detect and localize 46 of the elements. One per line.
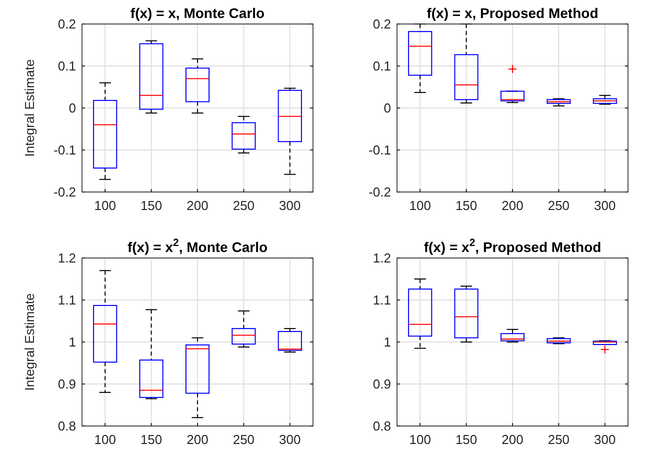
y-tick-label: 1 <box>68 334 76 350</box>
y-axis-title: Integral Estimate <box>22 59 37 157</box>
y-tick-label: -0.2 <box>54 184 76 200</box>
x-tick-label: 150 <box>455 198 478 213</box>
chart-title: f(x) = x, Proposed Method <box>426 5 598 21</box>
x-tick-label: 100 <box>94 432 116 447</box>
x-tick-label: 200 <box>186 432 208 447</box>
x-tick-label: 300 <box>279 432 301 447</box>
y-tick-label: 0.9 <box>372 376 391 392</box>
y-axis-title: Integral Estimate <box>22 293 37 391</box>
y-tick-label: 0.2 <box>58 16 76 32</box>
y-tick-label: 0.8 <box>58 418 76 434</box>
x-tick-label: 300 <box>594 432 616 447</box>
x-tick-label: 200 <box>502 432 524 447</box>
y-tick-label: 0 <box>68 100 76 116</box>
x-tick-label: 250 <box>548 198 570 213</box>
y-tick-label: 1.2 <box>58 250 76 266</box>
y-tick-label: -0.1 <box>54 142 76 158</box>
x-tick-label: 100 <box>409 198 431 213</box>
y-tick-label: 0.2 <box>372 16 391 32</box>
x-tick-label: 150 <box>140 198 162 213</box>
x-tick-label: 150 <box>455 432 478 447</box>
chart-title: f(x) = x, Monte Carlo <box>130 5 265 21</box>
y-tick-label: 0 <box>384 100 391 116</box>
x-tick-label: 100 <box>409 432 431 447</box>
x-tick-label: 250 <box>548 432 570 447</box>
y-tick-label: 0.1 <box>58 58 76 74</box>
chart-title: f(x) = x$^{2}$, Monte Carlo <box>127 237 268 255</box>
x-tick-label: 200 <box>502 198 524 213</box>
y-tick-label: -0.1 <box>368 142 391 158</box>
x-tick-label: 300 <box>279 198 301 213</box>
y-tick-label: 0.1 <box>372 58 391 74</box>
x-tick-label: 250 <box>232 432 255 447</box>
y-tick-label: -0.2 <box>368 184 391 200</box>
y-tick-label: 1.2 <box>372 250 391 266</box>
y-tick-label: 0.8 <box>372 418 391 434</box>
y-tick-label: 1 <box>384 334 391 350</box>
x-tick-label: 300 <box>594 198 616 213</box>
chart-title: f(x) = x$^{2}$, Proposed Method <box>424 237 602 255</box>
y-tick-label: 1.1 <box>58 292 76 308</box>
x-tick-label: 150 <box>140 432 162 447</box>
x-tick-label: 100 <box>94 198 116 213</box>
y-tick-label: 1.1 <box>372 292 391 308</box>
x-tick-label: 200 <box>186 198 208 213</box>
y-tick-label: 0.9 <box>58 376 76 392</box>
x-tick-label: 250 <box>232 198 255 213</box>
